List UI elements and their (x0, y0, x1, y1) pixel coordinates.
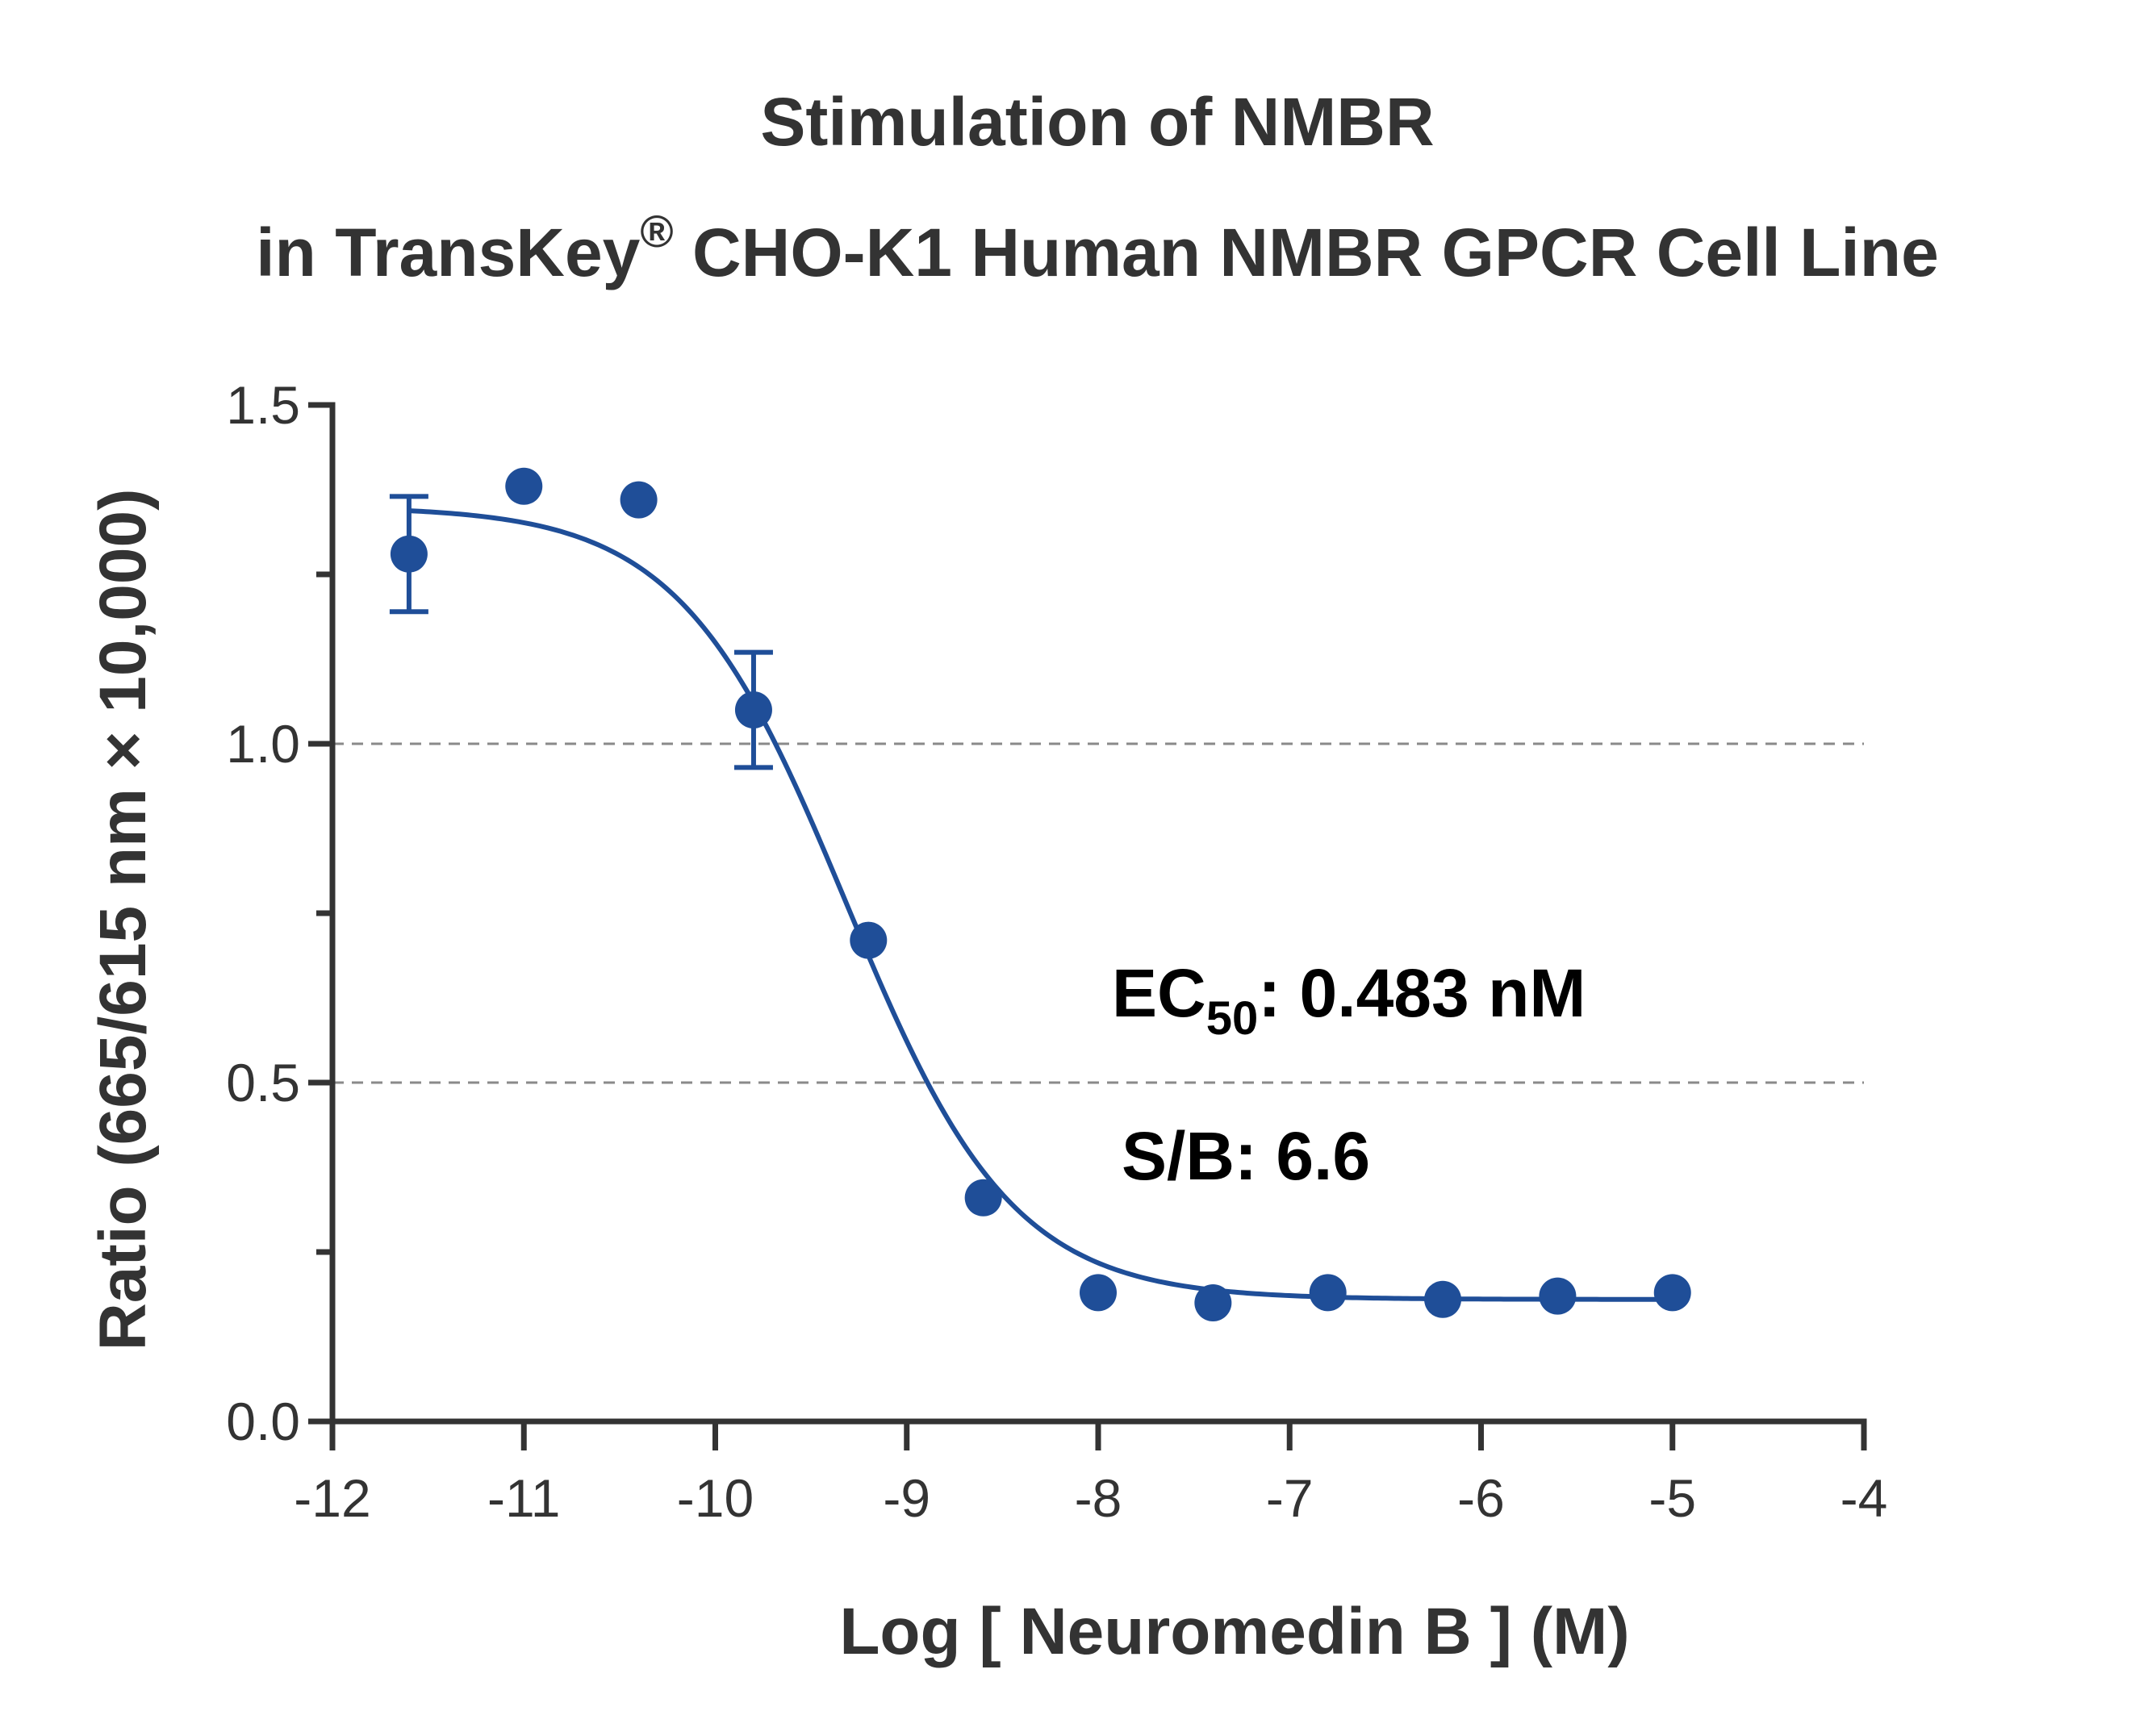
x-tick-label: -6 (1457, 1468, 1505, 1528)
sb-annotation: S/B: 6.6 (1122, 1118, 1370, 1194)
ec50-annotation: EC50: 0.483 nM (1112, 955, 1586, 1045)
x-axis-title: Log [ Neuromedin B ] (M) (839, 1595, 1629, 1668)
x-tick-label: -8 (1075, 1468, 1122, 1528)
x-tick-label: -11 (487, 1468, 561, 1528)
chart-title-line2: in TransKey® CHO-K1 Human NMBR GPCR Cell… (256, 206, 1939, 290)
x-tick-label: -5 (1648, 1468, 1696, 1528)
data-point (964, 1179, 1002, 1217)
title-suffix: CHO-K1 Human NMBR GPCR Cell Line (674, 215, 1939, 290)
y-tick-label: 0.0 (226, 1392, 300, 1451)
data-point (1080, 1274, 1117, 1312)
y-tick-label: 1.0 (226, 714, 300, 774)
ec50-subscript: 50 (1206, 992, 1259, 1045)
reference-lines (332, 742, 1864, 1084)
data-point (1539, 1277, 1577, 1315)
x-tick-label: -10 (677, 1468, 754, 1528)
data-point (734, 691, 772, 728)
x-ticks: -12 -11 -10 -9 -8 -7 -6 -5 -4 (294, 1421, 1887, 1528)
y-ticks: 0.0 0.5 1.0 1.5 (226, 375, 332, 1451)
x-tick-label: -4 (1841, 1468, 1888, 1528)
x-tick-label: -9 (883, 1468, 930, 1528)
data-point (620, 481, 658, 519)
chart-title-line1: Stimulation of NMBR (760, 84, 1434, 160)
title-prefix: in TransKey (256, 215, 640, 290)
data-point (850, 921, 888, 959)
x-tick-label: -12 (294, 1468, 370, 1528)
ec50-value: : 0.483 nM (1258, 955, 1586, 1031)
data-point (505, 467, 543, 505)
data-point (1309, 1274, 1347, 1312)
y-tick-label: 1.5 (226, 375, 300, 435)
registered-mark: ® (640, 206, 673, 257)
y-tick-label: 0.5 (226, 1053, 300, 1112)
fit-curve (408, 508, 1673, 1302)
axes: 0.0 0.5 1.0 1.5 -12 -11 -10 -9 -8 -7 -6 -5 -4 (226, 375, 1887, 1528)
x-tick-label: -7 (1266, 1468, 1314, 1528)
data-point (390, 535, 428, 573)
ec50-label: EC (1112, 955, 1206, 1031)
data-point (1653, 1274, 1691, 1312)
data-points (390, 467, 1691, 1321)
y-axis-title: Ratio (665/615 nm × 10,000) (86, 489, 160, 1351)
data-point (1424, 1280, 1462, 1318)
data-point (1194, 1284, 1232, 1321)
